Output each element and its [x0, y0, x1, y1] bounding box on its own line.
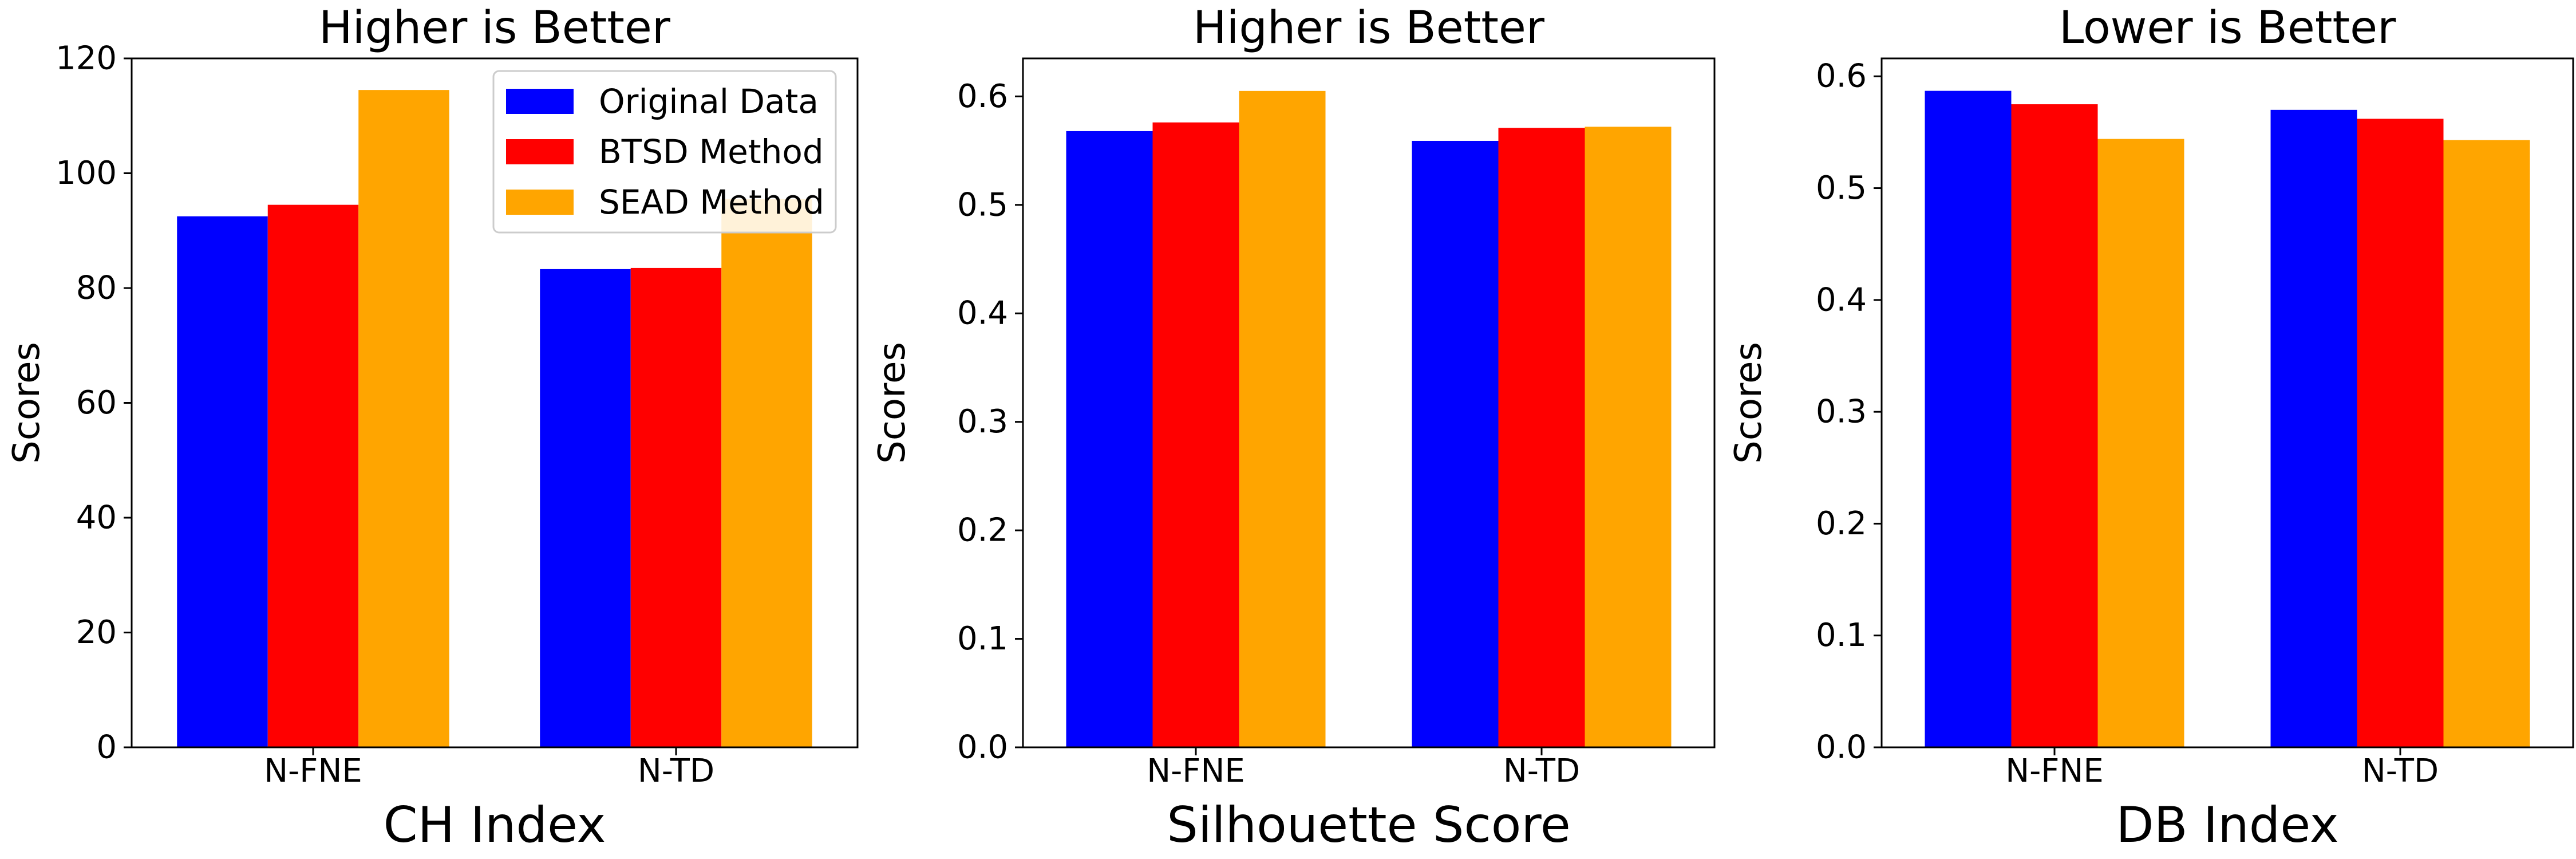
y-tick-label: 0.5 [957, 186, 1008, 223]
bar-original-data-n-td [1412, 140, 1499, 748]
y-tick-label: 120 [56, 40, 117, 77]
legend-swatch [506, 139, 574, 164]
y-axis-label: Scores [1728, 342, 1770, 464]
y-tick-label: 0.6 [1816, 58, 1867, 95]
y-tick-label: 0.2 [957, 512, 1008, 549]
x-tick-label: N-TD [638, 752, 714, 790]
y-tick-label: 0.6 [957, 78, 1008, 115]
axes-frame [1880, 57, 2574, 748]
y-tick-label: 0.1 [957, 620, 1008, 657]
bar-btsd-method-n-td [630, 267, 722, 747]
y-axis-label: Scores [6, 342, 48, 464]
y-tick-label: 0.5 [1816, 170, 1867, 207]
y-tick-label: 40 [76, 499, 117, 537]
y-tick-label: 0.1 [1816, 617, 1867, 654]
bar-sead-method-n-fne [2097, 139, 2184, 748]
bar-sead-method-n-td [721, 199, 812, 747]
x-tick-label: N-FNE [2005, 752, 2104, 790]
bar-original-data-n-td [540, 269, 631, 747]
bar-btsd-method-n-td [2357, 119, 2444, 748]
y-tick-label: 0.3 [957, 403, 1008, 440]
x-axis-label: CH Index [384, 797, 606, 854]
legend-box [492, 70, 837, 234]
legend-entry-label: BTSD Method [599, 132, 824, 171]
bar-original-data-n-fne [1925, 90, 2012, 747]
y-tick-label: 20 [76, 614, 117, 651]
y-tick-label: 0.3 [1816, 393, 1867, 431]
bar-sead-method-n-fne [1239, 90, 1326, 748]
x-axis-label: Silhouette Score [1167, 797, 1570, 854]
bar-btsd-method-n-fne [1152, 122, 1239, 747]
bar-original-data-n-td [2270, 109, 2357, 748]
chart-title: Higher is Better [319, 2, 671, 54]
panel-3: 0.0 0.1 0.2 0.3 0.4 0.5 0.6 N-FNE N-TD Lower is B… [1728, 2, 2574, 854]
y-tick-label: 80 [76, 270, 117, 307]
legend-swatch [506, 89, 574, 114]
bar-original-data-n-fne [1066, 131, 1153, 748]
chart-title: Lower is Better [2059, 2, 2396, 54]
y-tick-label: 0.2 [1816, 505, 1867, 542]
x-tick-label: N-FNE [264, 752, 362, 790]
panel-2: 0.0 0.1 0.2 0.3 0.4 0.5 0.6 N-FNE N-TD Higher is … [871, 2, 1716, 854]
x-tick-label: N-FNE [1147, 752, 1245, 790]
legend-swatch [506, 190, 574, 215]
panel-1: 0 20 40 60 80 100 120 N-FNE N-TD Higher is Better… [6, 2, 859, 854]
legend: Original Data BTSD Method SEAD Method [492, 70, 837, 234]
x-tick-label: N-TD [2362, 752, 2439, 790]
x-tick-label: N-TD [1503, 752, 1580, 790]
bar-btsd-method-n-fne [267, 204, 359, 747]
bar-btsd-method-n-td [1498, 128, 1585, 747]
y-tick-label: 0.0 [957, 729, 1008, 766]
bar-sead-method-n-fne [358, 90, 449, 747]
bar-btsd-method-n-fne [2011, 104, 2098, 747]
y-tick-label: 0.4 [1816, 281, 1867, 318]
y-tick-label: 60 [76, 384, 117, 421]
axes-frame [1022, 57, 1716, 748]
chart-title: Higher is Better [1193, 2, 1545, 54]
y-tick-label: 0 [96, 729, 117, 766]
bar-sead-method-n-td [1585, 127, 1672, 748]
x-axis-label: DB Index [2116, 797, 2338, 854]
bar-sead-method-n-td [2443, 140, 2530, 747]
y-tick-label: 100 [56, 155, 117, 192]
bar-original-data-n-fne [177, 216, 268, 747]
y-tick-label: 0.0 [1816, 729, 1867, 766]
legend-entry-label: Original Data [599, 82, 819, 121]
y-axis-label: Scores [871, 342, 914, 464]
legend-entry-label: SEAD Method [599, 183, 824, 222]
y-tick-label: 0.4 [957, 295, 1008, 332]
